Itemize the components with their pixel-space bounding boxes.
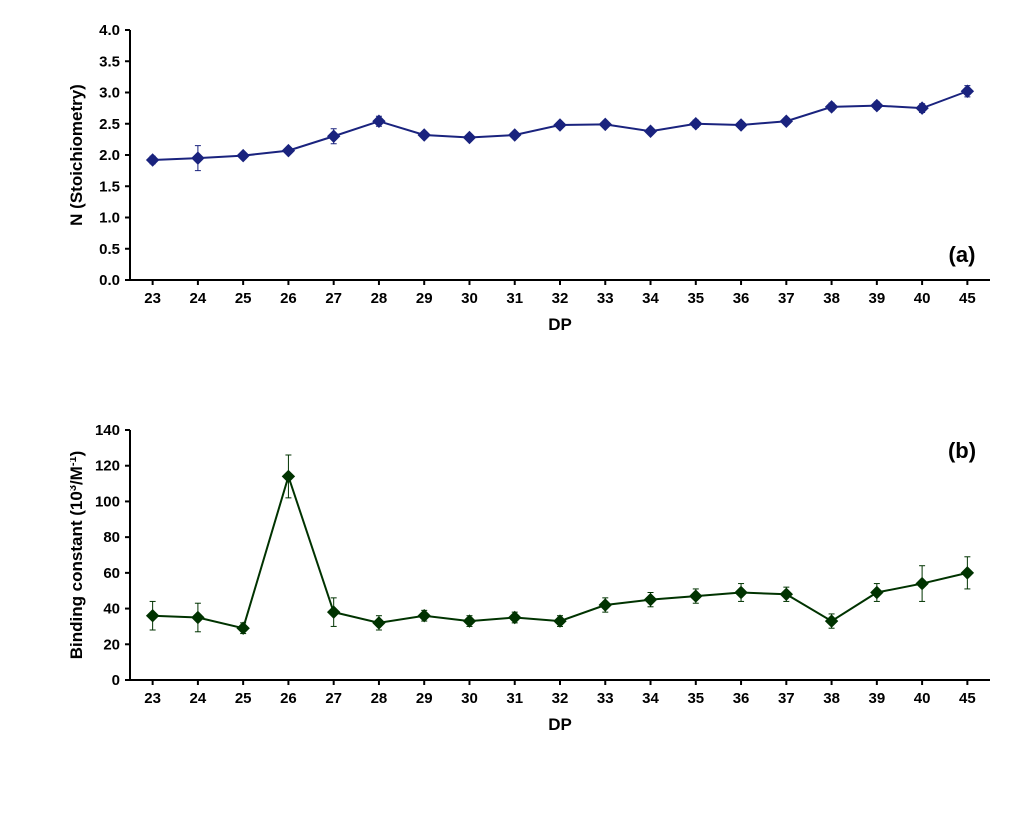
- svg-text:DP: DP: [548, 715, 572, 734]
- chart-b: 0 20 40 60 80 100 120 140 23 24 25 26 27 28 29 30 31 32 33…: [70, 420, 1010, 740]
- figure-container: 0.0 0.5 1.0 1.5 2.0 2.5 3.0 3.5 4.0 23 24 25 26 27 28 2…: [0, 0, 1036, 824]
- svg-text:100: 100: [95, 493, 120, 510]
- svg-text:29: 29: [416, 290, 433, 307]
- svg-text:N (Stoichiometry): N (Stoichiometry): [70, 84, 86, 226]
- svg-text:39: 39: [868, 290, 885, 307]
- svg-text:27: 27: [325, 690, 342, 707]
- svg-text:31: 31: [506, 290, 523, 307]
- svg-text:24: 24: [190, 690, 207, 707]
- svg-text:Binding constant (103/M-1): Binding constant (103/M-1): [70, 451, 86, 660]
- svg-text:80: 80: [103, 529, 120, 546]
- svg-text:27: 27: [325, 290, 342, 307]
- svg-text:4.0: 4.0: [99, 22, 120, 39]
- svg-text:31: 31: [506, 690, 523, 707]
- svg-text:33: 33: [597, 690, 614, 707]
- svg-text:34: 34: [642, 690, 659, 707]
- svg-text:26: 26: [280, 690, 297, 707]
- svg-text:40: 40: [103, 601, 120, 618]
- svg-text:33: 33: [597, 290, 614, 307]
- svg-text:32: 32: [552, 290, 569, 307]
- svg-text:32: 32: [552, 690, 569, 707]
- svg-text:3.0: 3.0: [99, 85, 120, 102]
- svg-text:38: 38: [823, 690, 840, 707]
- svg-text:3.5: 3.5: [99, 53, 120, 70]
- svg-text:30: 30: [461, 290, 478, 307]
- svg-text:20: 20: [103, 636, 120, 653]
- svg-text:38: 38: [823, 290, 840, 307]
- svg-text:120: 120: [95, 458, 120, 475]
- svg-text:2.0: 2.0: [99, 147, 120, 164]
- svg-text:45: 45: [959, 690, 976, 707]
- svg-text:24: 24: [190, 290, 207, 307]
- svg-text:26: 26: [280, 290, 297, 307]
- svg-text:25: 25: [235, 290, 252, 307]
- svg-text:29: 29: [416, 690, 433, 707]
- svg-text:28: 28: [371, 290, 388, 307]
- svg-text:23: 23: [144, 290, 161, 307]
- svg-text:0: 0: [112, 672, 120, 689]
- svg-text:37: 37: [778, 290, 795, 307]
- svg-text:60: 60: [103, 565, 120, 582]
- svg-text:28: 28: [371, 690, 388, 707]
- svg-text:2.5: 2.5: [99, 116, 120, 133]
- svg-text:36: 36: [733, 690, 750, 707]
- svg-text:(b): (b): [948, 438, 976, 463]
- svg-text:37: 37: [778, 690, 795, 707]
- svg-text:(a): (a): [949, 242, 976, 267]
- chart-a: 0.0 0.5 1.0 1.5 2.0 2.5 3.0 3.5 4.0 23 24 25 26 27 28 2…: [70, 20, 1010, 340]
- svg-text:35: 35: [687, 290, 704, 307]
- svg-text:1.5: 1.5: [99, 178, 120, 195]
- svg-text:0.5: 0.5: [99, 241, 120, 258]
- svg-text:34: 34: [642, 290, 659, 307]
- svg-text:39: 39: [868, 690, 885, 707]
- svg-text:140: 140: [95, 422, 120, 439]
- svg-text:30: 30: [461, 690, 478, 707]
- svg-text:25: 25: [235, 690, 252, 707]
- svg-text:DP: DP: [548, 315, 572, 334]
- svg-text:1.0: 1.0: [99, 210, 120, 227]
- svg-text:36: 36: [733, 290, 750, 307]
- svg-text:40: 40: [914, 690, 931, 707]
- svg-text:45: 45: [959, 290, 976, 307]
- svg-text:40: 40: [914, 290, 931, 307]
- svg-text:0.0: 0.0: [99, 272, 120, 289]
- svg-text:35: 35: [687, 690, 704, 707]
- svg-text:23: 23: [144, 690, 161, 707]
